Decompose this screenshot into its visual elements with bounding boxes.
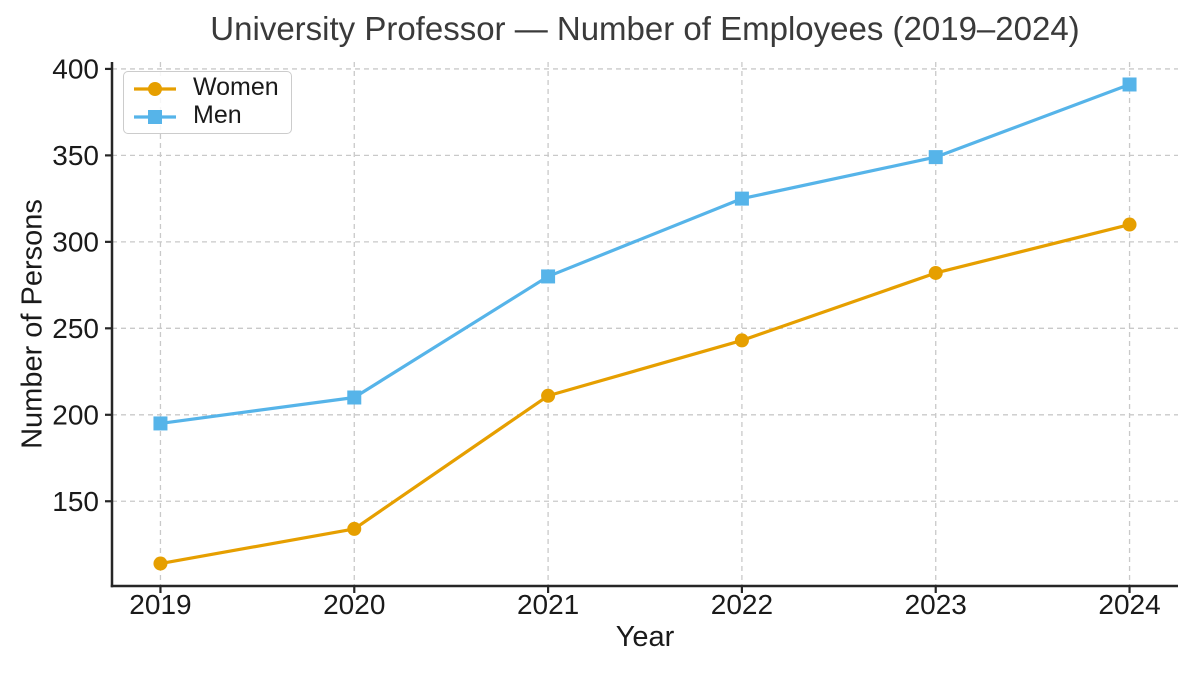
x-tick-label-2020: 2020 <box>323 589 385 620</box>
x-tick-label-2019: 2019 <box>129 589 191 620</box>
x-tick-label-2022: 2022 <box>711 589 773 620</box>
legend-item-men: Men <box>132 101 279 129</box>
legend-label-men: Men <box>193 101 242 129</box>
y-tick-label-400: 400 <box>52 53 99 84</box>
y-tick-label-200: 200 <box>52 399 99 430</box>
legend-item-women: Women <box>132 73 279 101</box>
x-tick-label-2023: 2023 <box>905 589 967 620</box>
data-point-men-2022 <box>734 191 749 206</box>
data-point-women-2019 <box>153 556 168 571</box>
data-point-men-2021 <box>541 269 556 284</box>
series-line-women <box>158 222 1132 566</box>
data-point-men-2019 <box>153 416 168 431</box>
y-tick-label-250: 250 <box>52 313 99 344</box>
data-point-women-2021 <box>541 388 556 403</box>
legend-marker-women-circle-icon <box>134 81 176 96</box>
x-axis-label: Year <box>615 621 675 653</box>
data-point-men-2023 <box>928 150 943 165</box>
data-point-women-2023 <box>928 265 943 280</box>
x-tick-label-2021: 2021 <box>517 589 579 620</box>
x-tick-label-2024: 2024 <box>1098 589 1160 620</box>
data-point-men-2020 <box>347 390 362 405</box>
data-point-men-2024 <box>1122 77 1137 92</box>
data-point-women-2024 <box>1122 217 1137 232</box>
y-tick-label-150: 150 <box>52 486 99 517</box>
legend-marker-men-square-icon <box>134 109 176 124</box>
data-point-women-2022 <box>734 333 749 348</box>
legend-label-women: Women <box>193 73 279 101</box>
data-point-women-2020 <box>347 521 362 536</box>
y-tick-label-300: 300 <box>52 226 99 257</box>
legend: Women Men <box>123 71 292 134</box>
y-tick-label-350: 350 <box>52 140 99 171</box>
series-line-men <box>158 82 1132 426</box>
chart-title: University Professor — Number of Employe… <box>210 10 1080 47</box>
